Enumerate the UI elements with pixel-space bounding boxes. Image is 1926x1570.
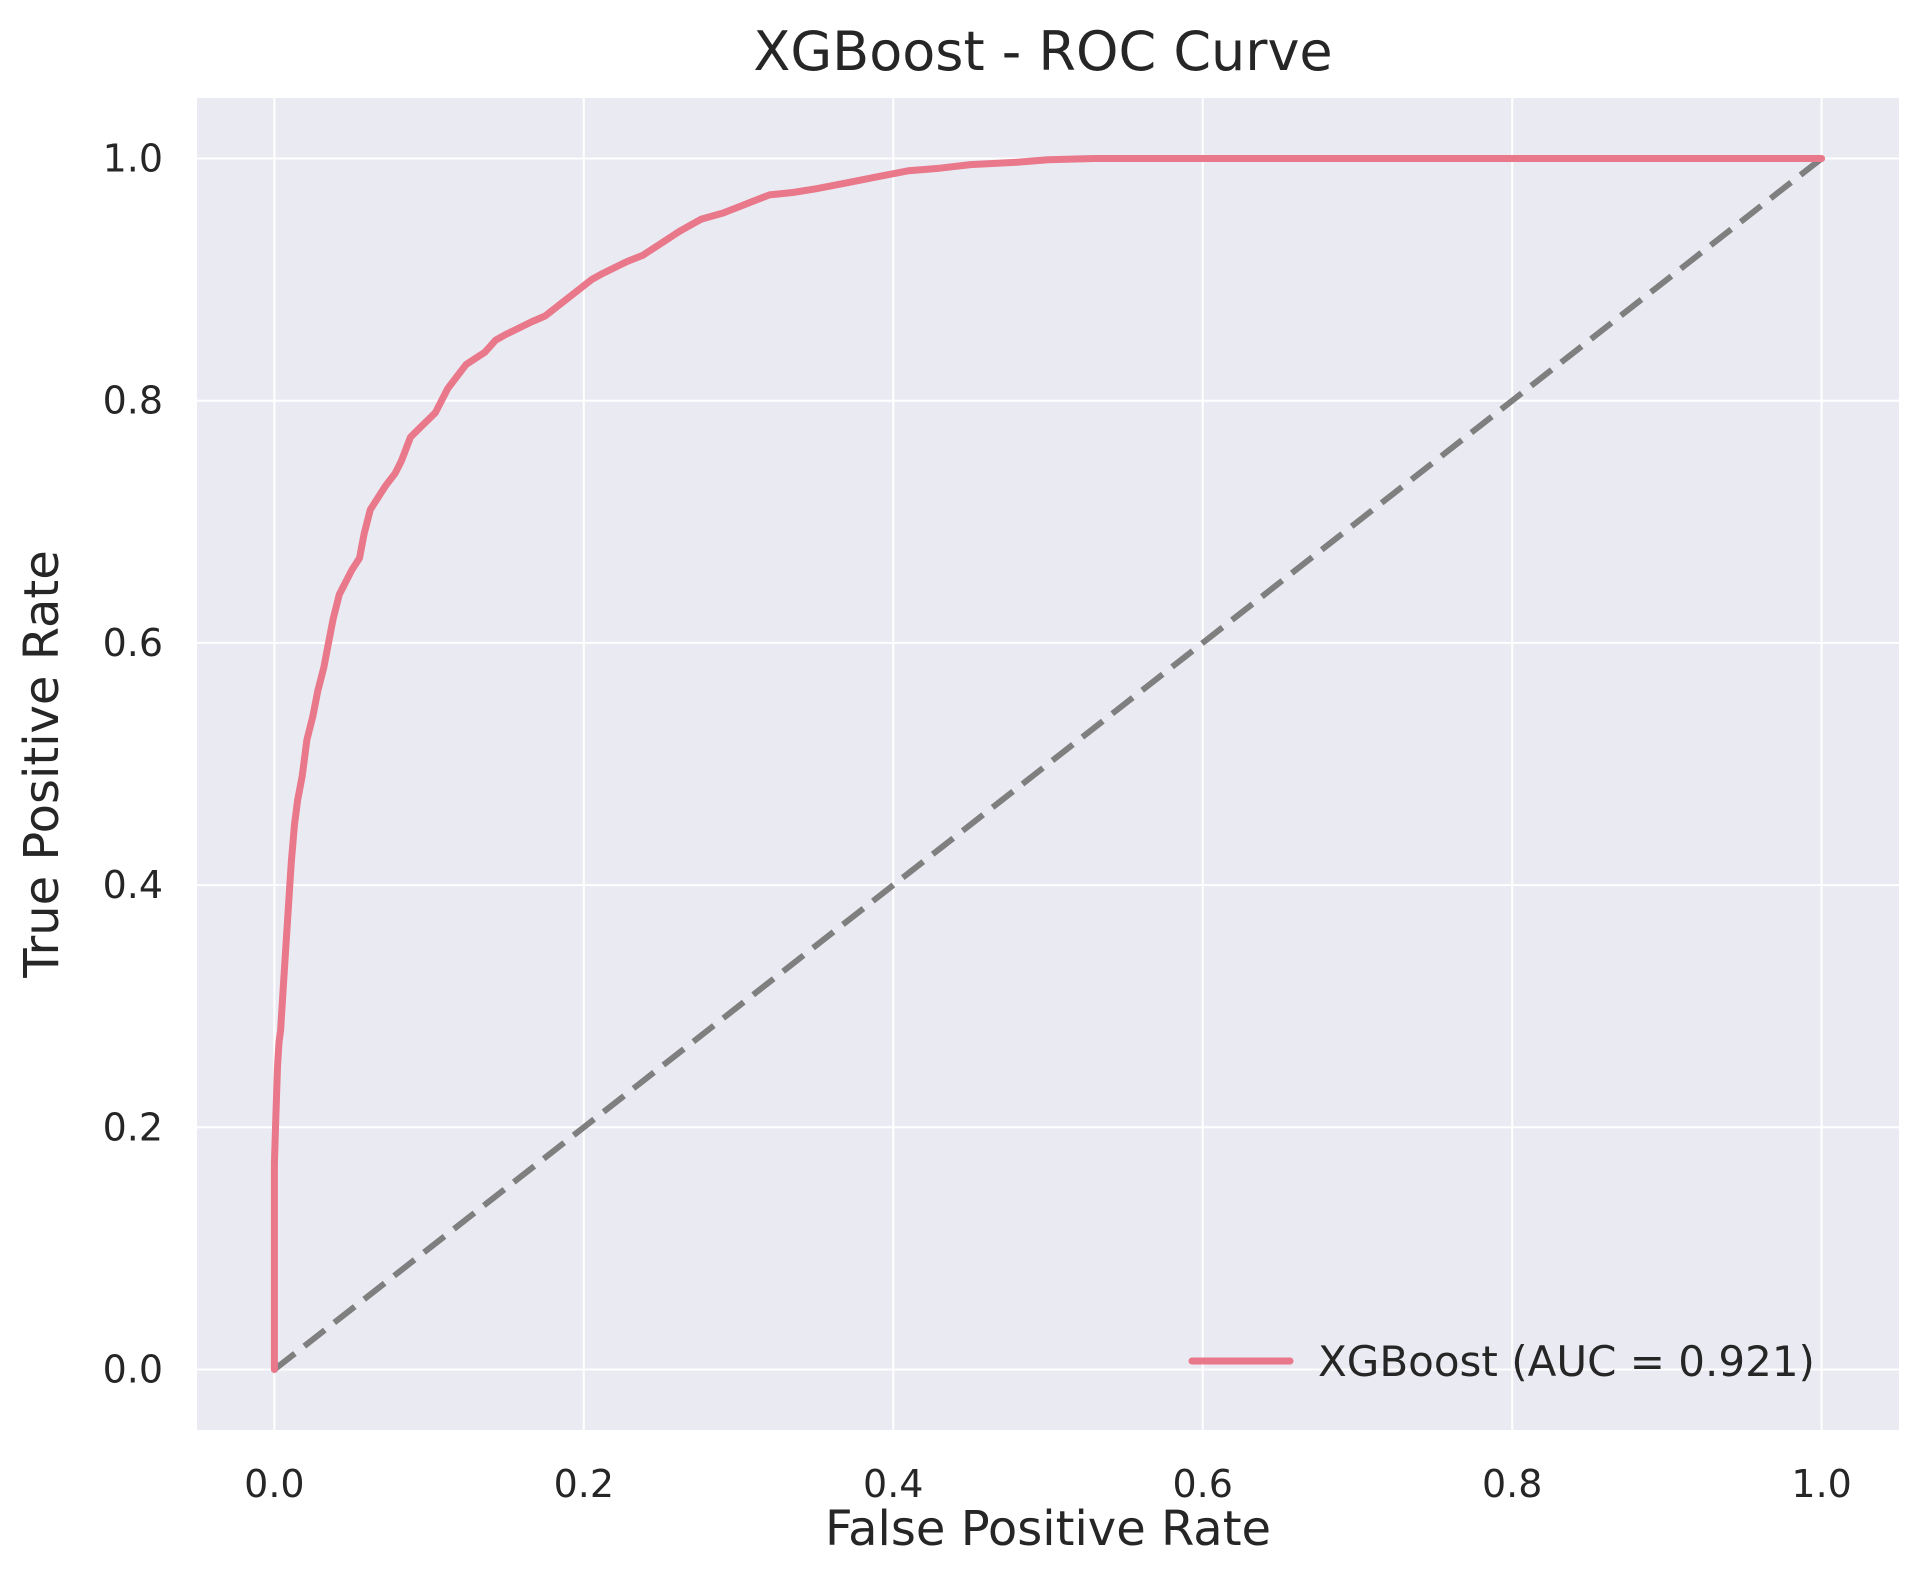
y-tick-label: 0.4 [103,863,163,907]
roc-curve-line [270,155,1826,1373]
x-tick-label: 0.4 [863,1462,923,1506]
plot-area [197,98,1899,1430]
x-axis-label: False Positive Rate [825,1501,1271,1557]
grid-lines [197,98,1899,1430]
x-tick-label: 1.0 [1791,1462,1851,1506]
y-axis-label: True Positive Rate [14,550,70,979]
y-tick-label: 0.8 [103,379,163,423]
y-tick-labels: 0.0 0.2 0.4 0.6 0.8 1.0 [103,137,163,1392]
x-tick-label: 0.6 [1173,1462,1233,1506]
legend: XGBoost (AUC = 0.921) [1188,1337,1815,1386]
y-tick-label: 0.2 [103,1105,163,1149]
series-lines [270,155,1826,1373]
chart-title: XGBoost - ROC Curve [753,20,1332,83]
y-tick-label: 0.0 [103,1347,163,1391]
x-tick-label: 0.8 [1482,1462,1542,1506]
y-tick-label: 1.0 [103,137,163,181]
legend-label-xgboost: XGBoost (AUC = 0.921) [1318,1337,1815,1386]
x-tick-labels: 0.0 0.2 0.4 0.6 0.8 1.0 [244,1462,1852,1506]
x-tick-label: 0.0 [244,1462,304,1506]
y-tick-label: 0.6 [103,621,163,665]
chance-diagonal-line [272,156,1824,1372]
x-tick-label: 0.2 [554,1462,614,1506]
